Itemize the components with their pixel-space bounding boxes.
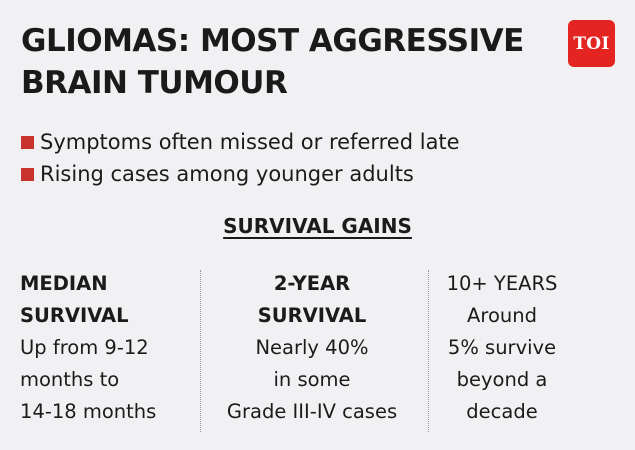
key-point-text: Symptoms often missed or referred late (40, 130, 460, 154)
stat-body-line: decade (466, 400, 538, 423)
headline: GLIOMAS: MOST AGGRESSIVE BRAIN TUMOUR (21, 20, 561, 104)
toi-logo: TOI (568, 20, 615, 67)
stat-body-line: beyond a (456, 368, 548, 391)
stat-two-year-survival: 2-YEAR SURVIVAL Nearly 40% in some Grade… (207, 268, 417, 428)
stat-body: Up from 9-12 months to 14-18 months (20, 332, 200, 428)
column-divider (200, 270, 201, 432)
key-points-list: Symptoms often missed or referred late R… (21, 126, 460, 190)
stat-body-line: in some (273, 368, 351, 391)
stat-heading-line: 2-YEAR (273, 272, 351, 295)
column-divider (428, 270, 429, 432)
toi-logo-text: TOI (573, 33, 610, 54)
headline-line-2: BRAIN TUMOUR (21, 65, 288, 101)
red-square-bullet-icon (21, 135, 34, 149)
stat-heading: 2-YEAR SURVIVAL (207, 268, 417, 332)
red-square-bullet-icon (21, 167, 34, 181)
stat-body-line: Grade III-IV cases (226, 400, 398, 423)
section-title: SURVIVAL GAINS (223, 214, 412, 238)
stat-body-line: Around (467, 304, 537, 327)
key-point: Rising cases among younger adults (21, 158, 460, 190)
stat-body: Nearly 40% in some Grade III-IV cases (207, 332, 417, 428)
stat-heading: MEDIAN SURVIVAL (20, 268, 200, 332)
stat-heading-line: MEDIAN (20, 272, 108, 295)
stat-body-line: 5% survive (447, 336, 557, 359)
stat-body: Around 5% survive beyond a decade (432, 300, 572, 428)
stat-heading: 10+ YEARS (432, 268, 572, 300)
stat-body-line: Nearly 40% (255, 336, 369, 359)
stat-body-line: 14-18 months (20, 400, 157, 423)
stat-heading-line: SURVIVAL (257, 304, 367, 327)
stat-body-line: Up from 9-12 (20, 336, 149, 359)
headline-line-1: GLIOMAS: MOST AGGRESSIVE (21, 23, 524, 59)
key-point: Symptoms often missed or referred late (21, 126, 460, 158)
stat-ten-plus-years: 10+ YEARS Around 5% survive beyond a dec… (432, 268, 572, 428)
stat-heading-line: SURVIVAL (20, 304, 129, 327)
stat-heading-line: 10+ YEARS (446, 272, 558, 295)
key-point-text: Rising cases among younger adults (40, 162, 414, 186)
stat-median-survival: MEDIAN SURVIVAL Up from 9-12 months to 1… (20, 268, 200, 428)
stat-body-line: months to (20, 368, 120, 391)
